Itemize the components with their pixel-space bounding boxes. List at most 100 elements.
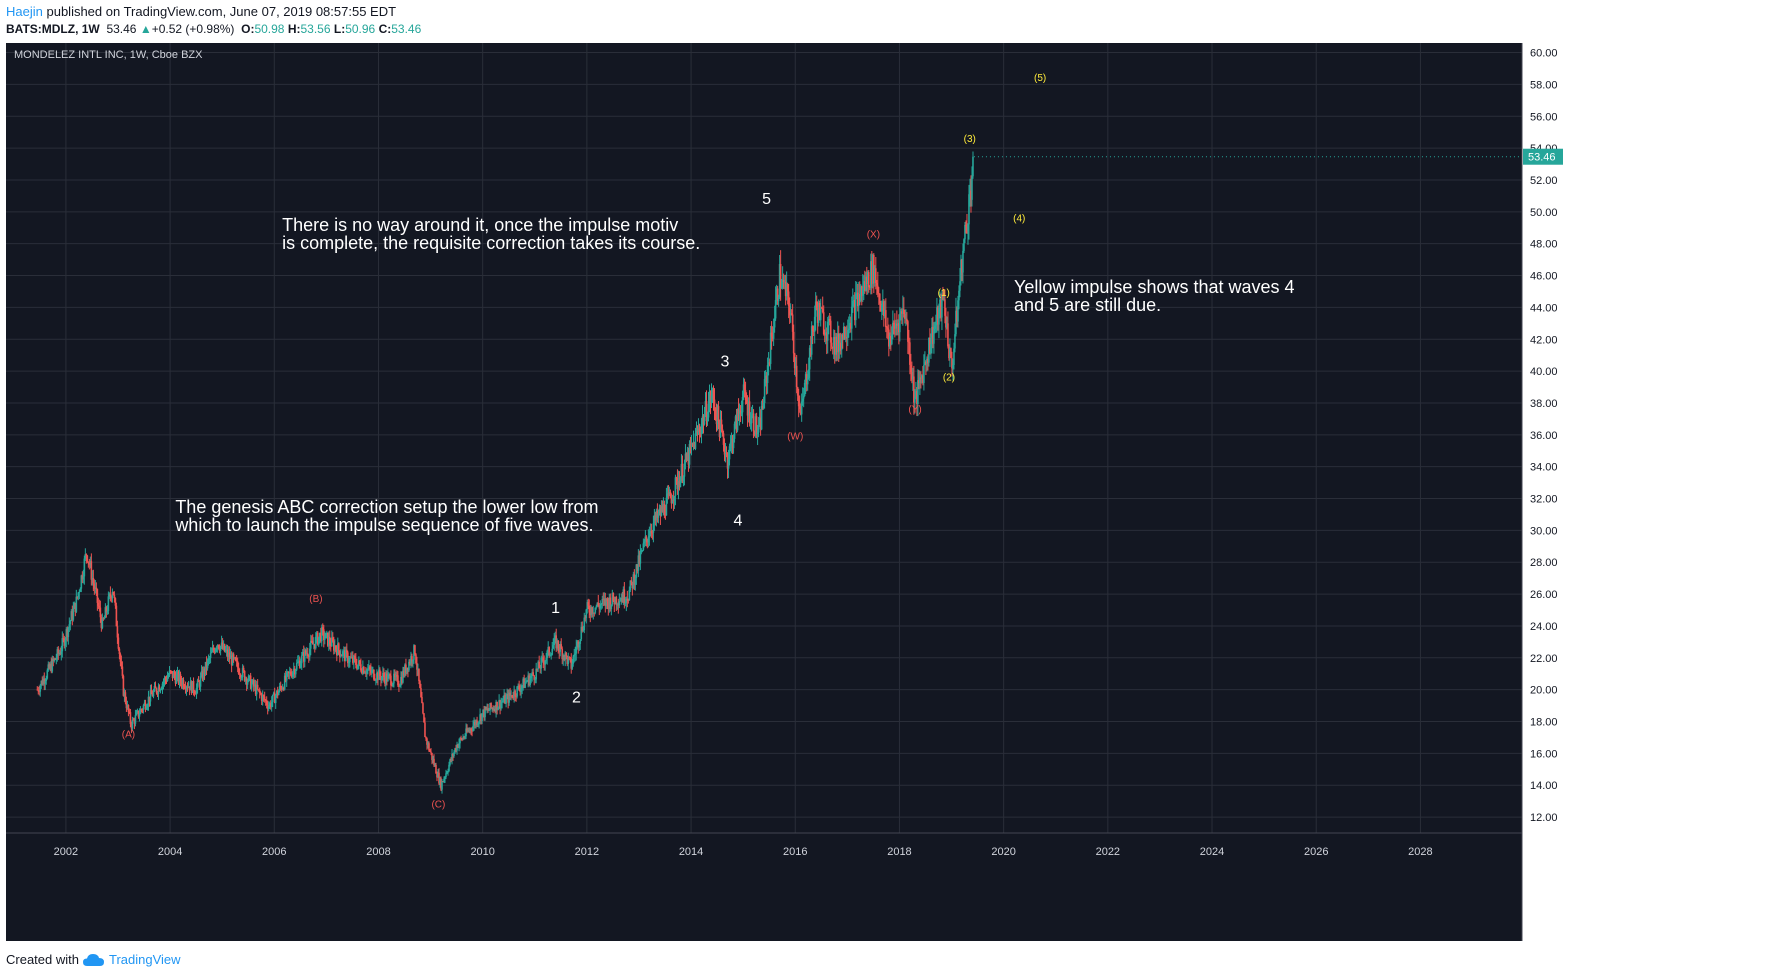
candle-body xyxy=(320,627,323,642)
price-chart[interactable]: 12.00 14.00 16.00 18.00 20.00 22.00 24.00 26.00… xyxy=(6,43,1770,941)
candle-body xyxy=(682,476,685,482)
candle-body xyxy=(500,702,502,709)
candle-body xyxy=(253,684,256,687)
candle-body xyxy=(160,688,163,690)
candle-body xyxy=(119,654,122,662)
tradingview-link[interactable]: TradingView xyxy=(108,952,181,967)
candle-body xyxy=(648,535,651,538)
candle-body xyxy=(416,663,418,670)
wave-label: 1 xyxy=(551,600,560,617)
candle-body xyxy=(408,661,410,671)
candle-body xyxy=(644,536,647,542)
y-tick-label: 12.00 xyxy=(1530,812,1558,824)
candle-body xyxy=(400,676,402,686)
candle-body xyxy=(894,324,896,329)
candle-body xyxy=(872,254,874,284)
candle-body xyxy=(172,672,175,679)
candle-body xyxy=(310,640,313,642)
candle-body xyxy=(774,300,777,319)
candle-body xyxy=(542,657,544,662)
candle-body xyxy=(800,401,803,415)
candle-body xyxy=(584,617,587,619)
candle-body xyxy=(613,600,616,605)
annotation-line: The genesis ABC correction setup the low… xyxy=(175,497,598,517)
candle-body xyxy=(190,681,193,694)
candle-body xyxy=(346,649,348,653)
candle-body xyxy=(211,647,214,652)
symbol-label: BATS:MDLZ, 1W xyxy=(6,22,100,36)
chart-container[interactable]: 12.00 14.00 16.00 18.00 20.00 22.00 24.00 26.00… xyxy=(6,43,1770,941)
candle-body xyxy=(513,690,515,698)
candle-body xyxy=(728,446,731,460)
candle-body xyxy=(595,606,598,608)
y-tick-label: 32.00 xyxy=(1530,494,1558,506)
candle-body xyxy=(523,678,525,688)
candle-body xyxy=(857,293,860,307)
candle-body xyxy=(843,326,846,339)
candle-body xyxy=(707,403,710,418)
candle-body xyxy=(920,377,922,379)
candle-body xyxy=(768,362,771,364)
candle-body xyxy=(141,709,144,711)
candle-body xyxy=(112,591,115,595)
candle-body xyxy=(833,337,836,355)
candle-body xyxy=(381,676,383,681)
candle-body xyxy=(600,603,603,605)
candle-body xyxy=(618,601,621,606)
candle-body xyxy=(473,721,475,726)
candle-body xyxy=(804,374,807,383)
candle-body xyxy=(229,655,232,659)
candle-body xyxy=(968,194,970,225)
candle-body xyxy=(70,611,73,621)
candle-body xyxy=(446,772,448,774)
candle-body xyxy=(443,778,445,782)
candle-body xyxy=(280,687,283,690)
candle-body xyxy=(563,655,566,660)
candle-body xyxy=(966,226,968,231)
candle-body xyxy=(686,452,689,461)
candle-body xyxy=(751,413,754,416)
candle-body xyxy=(577,641,580,648)
candle-body xyxy=(552,645,555,649)
candle-body xyxy=(868,287,871,288)
candle-body xyxy=(98,605,101,608)
wave-label: (2) xyxy=(943,373,955,384)
wave-label: 2 xyxy=(572,689,581,706)
candle-body xyxy=(304,650,307,655)
candle-body xyxy=(505,696,507,704)
candle-body xyxy=(750,415,753,424)
candle-body xyxy=(60,651,63,655)
candle-body xyxy=(154,685,157,689)
candle-body xyxy=(486,708,488,710)
candle-body xyxy=(922,375,924,384)
candle-body xyxy=(383,673,385,678)
candle-body xyxy=(761,406,764,409)
candle-body xyxy=(179,674,182,682)
candle-body xyxy=(199,676,202,687)
candle-body xyxy=(373,669,375,680)
candle-body xyxy=(725,453,728,454)
candle-body xyxy=(337,643,339,656)
candle-body xyxy=(522,678,524,686)
candle-body xyxy=(301,652,304,656)
candle-body xyxy=(956,310,958,322)
candle-body xyxy=(882,301,884,305)
candle-body xyxy=(72,608,75,620)
candle-body xyxy=(246,681,249,685)
candle-body xyxy=(864,276,867,291)
candle-body xyxy=(387,674,389,682)
candle-body xyxy=(785,284,788,297)
wave-label: (1) xyxy=(938,288,950,299)
candle-body xyxy=(633,574,636,585)
y-tick-label: 50.00 xyxy=(1530,207,1558,219)
candle-body xyxy=(514,690,516,697)
x-tick-label: 2024 xyxy=(1200,846,1224,858)
candle-body xyxy=(665,497,668,516)
candle-body xyxy=(561,648,564,660)
candle-body xyxy=(866,272,869,285)
author-link[interactable]: Haejin xyxy=(6,4,43,19)
candle-body xyxy=(626,598,629,601)
candle-body xyxy=(128,712,131,713)
wave-label: (4) xyxy=(1013,213,1025,224)
candle-body xyxy=(817,302,820,323)
